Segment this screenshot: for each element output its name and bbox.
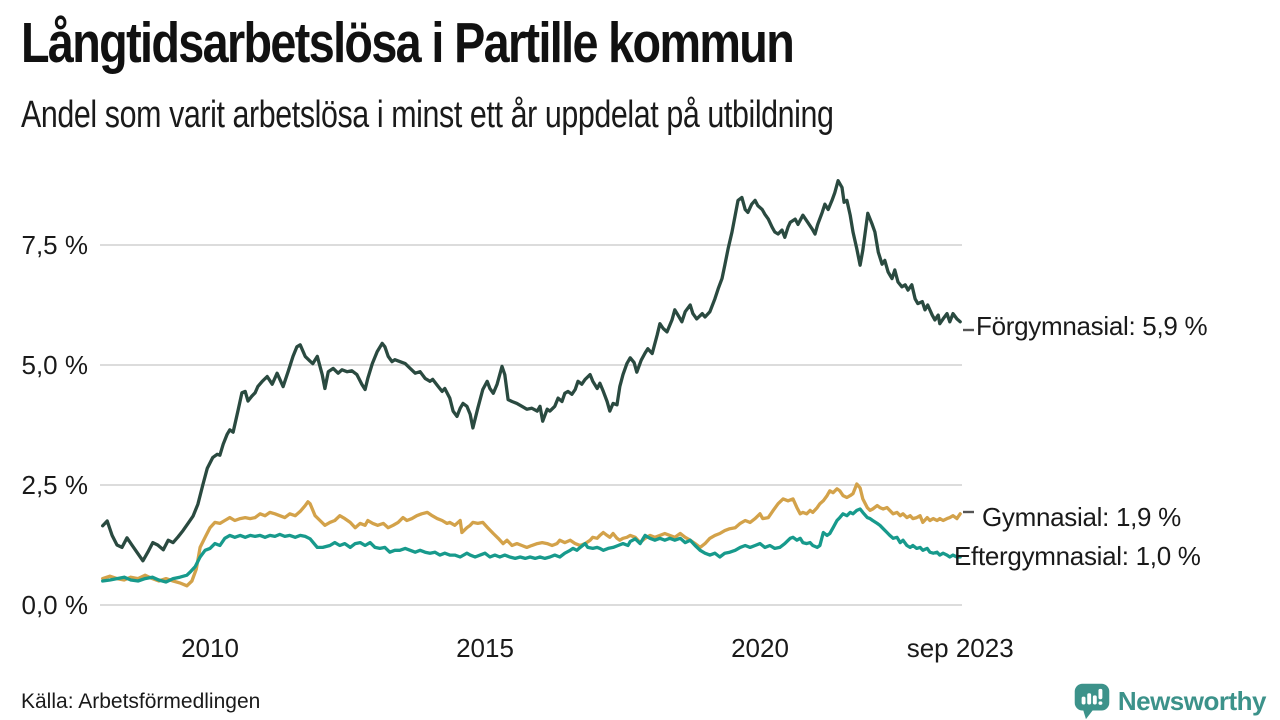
y-tick-label: 0,0 % (21, 590, 89, 620)
y-tick-label: 7,5 % (21, 230, 89, 260)
brand-lockup: Newsworthy (1073, 682, 1267, 720)
series-end-label-gymnasial: Gymnasial: 1,9 % (982, 501, 1181, 532)
y-tick-label: 2,5 % (21, 470, 89, 500)
x-tick-label: 2015 (456, 633, 514, 663)
page-subtitle: Andel som varit arbetslösa i minst ett å… (21, 94, 834, 136)
x-tick-label: 2020 (731, 633, 789, 663)
source-note: Källa: Arbetsförmedlingen (21, 690, 261, 713)
x-tick-label: 2010 (181, 633, 239, 663)
series-end-label-eftergymnasial: Eftergymnasial: 1,0 % (954, 541, 1201, 571)
series-line-förgymnasial (101, 179, 962, 563)
series-end-label-förgymnasial: Förgymnasial: 5,9 % (976, 310, 1208, 341)
x-tick-label: sep 2023 (906, 633, 1014, 663)
y-tick-label: 5,0 % (21, 350, 89, 380)
series-line-eftergymnasial (101, 507, 962, 584)
page-title: Långtidsarbetslösa i Partille kommun (21, 11, 795, 75)
newsworthy-logo-icon (1073, 682, 1111, 720)
brand-name: Newsworthy (1117, 685, 1267, 716)
